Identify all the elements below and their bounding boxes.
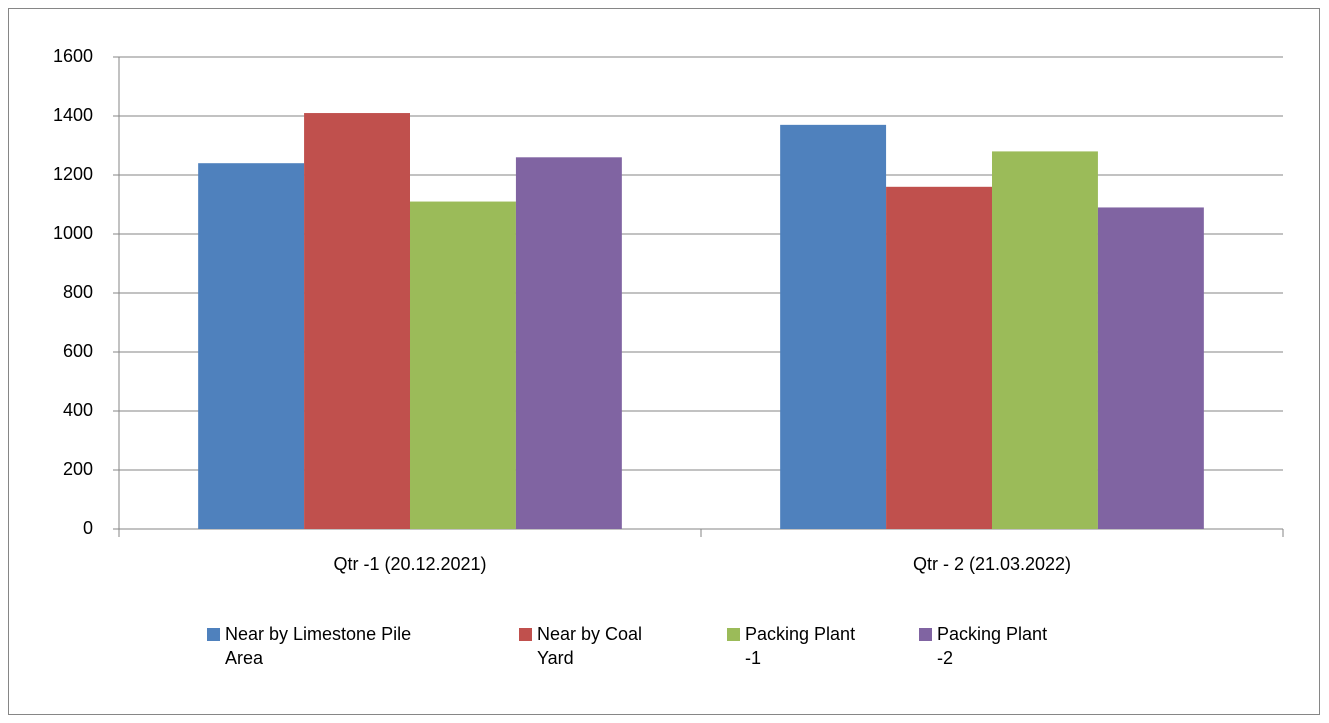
y-tick-label: 1400 [53, 105, 93, 125]
bar [992, 151, 1098, 529]
bar [198, 163, 305, 529]
bar [304, 113, 410, 530]
legend-entry: Packing Plant -1 [727, 622, 857, 670]
bar [780, 124, 887, 529]
bar [1097, 207, 1204, 529]
legend-swatch [207, 628, 220, 641]
y-tick-label: 600 [63, 341, 93, 361]
legend-swatch [919, 628, 932, 641]
y-tick-label: 400 [63, 400, 93, 420]
bar [515, 157, 622, 530]
legend-entry: Near by Limestone Pile Area [207, 622, 427, 670]
legend-label: Near by Coal Yard [537, 624, 643, 668]
legend-label: Near by Limestone Pile Area [225, 624, 412, 668]
bar [410, 201, 516, 530]
legend-entry: Near by Coal Yard [519, 622, 649, 670]
legend-swatch [519, 628, 532, 641]
y-tick-label: 1000 [53, 223, 93, 243]
y-tick-label: 0 [83, 518, 93, 538]
x-tick-label: Qtr - 2 (21.03.2022) [913, 554, 1071, 574]
x-tick-label: Qtr -1 (20.12.2021) [333, 554, 486, 574]
y-tick-label: 800 [63, 282, 93, 302]
y-tick-label: 200 [63, 459, 93, 479]
legend-label: Packing Plant -2 [937, 624, 1048, 668]
y-tick-label: 1200 [53, 164, 93, 184]
y-tick-label: 1600 [53, 46, 93, 66]
legend-entry: Packing Plant -2 [919, 622, 1049, 670]
bar [886, 186, 992, 530]
legend-swatch [727, 628, 740, 641]
legend-label: Packing Plant -1 [745, 624, 856, 668]
